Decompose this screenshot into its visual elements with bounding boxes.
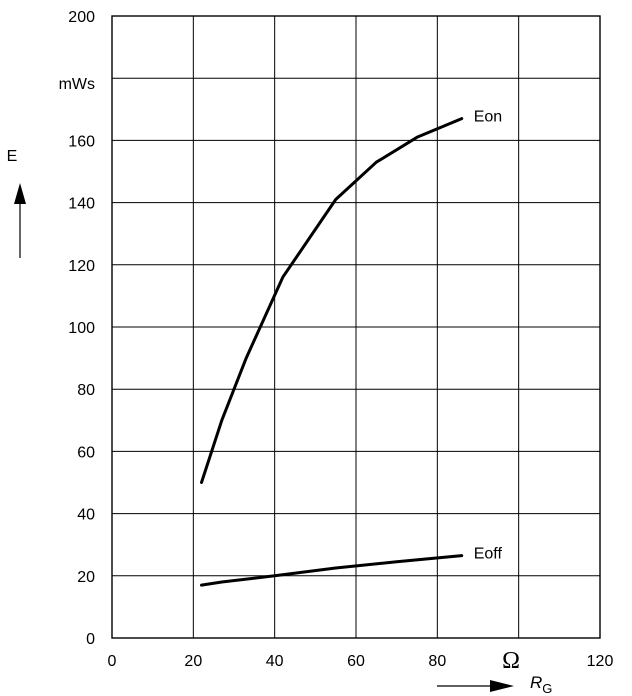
x-axis-label: RG [530,673,552,696]
series-labels: Eon Eoff [474,109,503,563]
grid [112,16,600,638]
y-axis-label: E [7,148,18,165]
series-line-eoff [200,554,464,587]
x-unit-omega: Ω [502,648,520,674]
y-tick-label: 0 [86,631,95,648]
x-axis-arrow [437,680,514,692]
x-tick-label: 60 [347,653,365,670]
y-tick-label: 100 [68,320,95,337]
series-line-eon [200,117,464,484]
x-tick-label: 40 [266,653,284,670]
plot-frame [111,15,601,639]
y-tick-label: 120 [68,258,95,275]
series-lines [200,117,464,587]
y-tick-label: 200 [68,9,95,26]
x-tick-label: 0 [108,653,117,670]
y-tick-label: 160 [68,133,95,150]
x-tick-label: 120 [587,653,614,670]
series-label-eoff: Eoff [474,546,503,563]
y-tick-labels: 0 20 40 60 80 100 120 140 160 200 [68,9,95,648]
y-tick-label: 60 [77,444,95,461]
y-unit-label: mWs [59,76,95,93]
y-tick-label: 80 [77,382,95,399]
x-tick-label: 80 [428,653,446,670]
y-axis-arrow [14,183,26,258]
x-axis-symbol: R [530,673,542,692]
x-tick-labels: 0 20 40 60 80 120 [108,653,614,670]
x-tick-label: 20 [184,653,202,670]
y-tick-label: 40 [77,507,95,524]
x-axis-subscript: G [542,681,552,696]
series-label-eon: Eon [474,109,502,126]
y-tick-label: 20 [77,569,95,586]
y-tick-label: 140 [68,196,95,213]
